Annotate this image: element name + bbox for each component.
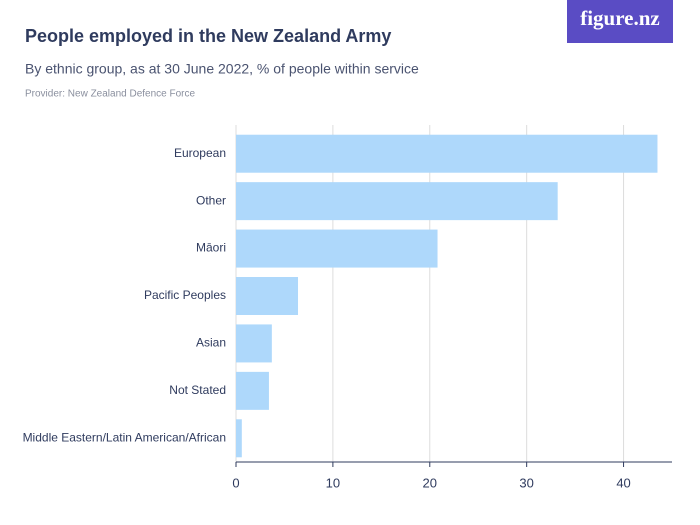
chart-subtitle: By ethnic group, as at 30 June 2022, % o… xyxy=(25,61,419,77)
logo-box xyxy=(567,0,673,43)
bar xyxy=(236,134,658,173)
y-tick-label: Asian xyxy=(196,336,226,350)
logo[interactable]: figure.nz xyxy=(580,6,660,30)
bar xyxy=(236,277,299,315)
x-tick-label: 40 xyxy=(616,475,630,490)
chart-title: People employed in the New Zealand Army xyxy=(25,26,391,46)
y-tick-label: Middle Eastern/Latin American/African xyxy=(23,430,226,444)
y-tick-label: Pacific Peoples xyxy=(144,288,226,302)
provider: Provider: New Zealand Defence Force xyxy=(25,89,196,100)
y-tick-label: Māori xyxy=(196,241,226,255)
bar xyxy=(236,182,558,221)
bar xyxy=(236,324,272,363)
bar xyxy=(236,229,438,268)
x-tick-label: 10 xyxy=(326,475,340,490)
x-tick-label: 20 xyxy=(423,475,437,490)
y-tick-label: European xyxy=(174,146,226,160)
bar xyxy=(236,419,242,458)
bar xyxy=(236,371,269,410)
x-tick-label: 30 xyxy=(519,475,533,490)
y-tick-label: Other xyxy=(196,193,226,207)
y-tick-label: Not Stated xyxy=(169,383,226,397)
x-tick-label: 0 xyxy=(232,475,239,490)
